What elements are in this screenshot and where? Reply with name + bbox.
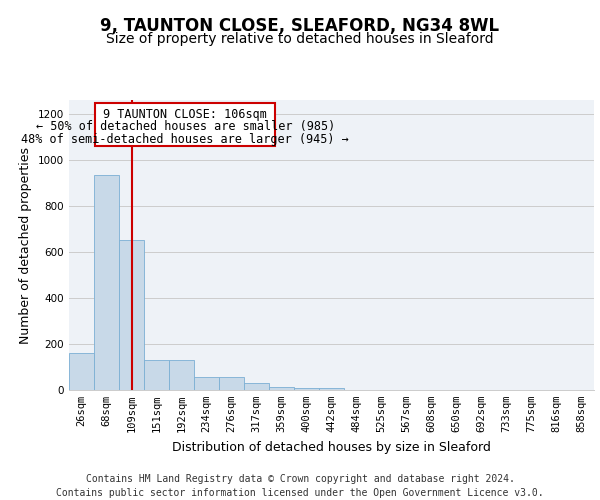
Bar [219, 378, 244, 390]
Bar [144, 360, 169, 390]
Text: 9, TAUNTON CLOSE, SLEAFORD, NG34 8WL: 9, TAUNTON CLOSE, SLEAFORD, NG34 8WL [100, 18, 500, 36]
Text: 48% of semi-detached houses are larger (945) →: 48% of semi-detached houses are larger (… [22, 133, 349, 146]
Bar [169, 360, 194, 390]
Bar [244, 383, 269, 390]
FancyBboxPatch shape [95, 104, 275, 146]
Bar [294, 388, 319, 390]
Bar [119, 240, 144, 390]
Text: Contains HM Land Registry data © Crown copyright and database right 2024.
Contai: Contains HM Land Registry data © Crown c… [56, 474, 544, 498]
Bar [319, 388, 344, 390]
Bar [269, 386, 294, 390]
Bar [94, 175, 119, 390]
Y-axis label: Number of detached properties: Number of detached properties [19, 146, 32, 344]
Text: ← 50% of detached houses are smaller (985): ← 50% of detached houses are smaller (98… [35, 120, 335, 134]
X-axis label: Distribution of detached houses by size in Sleaford: Distribution of detached houses by size … [172, 440, 491, 454]
Text: 9 TAUNTON CLOSE: 106sqm: 9 TAUNTON CLOSE: 106sqm [103, 108, 267, 120]
Text: Size of property relative to detached houses in Sleaford: Size of property relative to detached ho… [106, 32, 494, 46]
Bar [194, 378, 219, 390]
Bar [69, 353, 94, 390]
